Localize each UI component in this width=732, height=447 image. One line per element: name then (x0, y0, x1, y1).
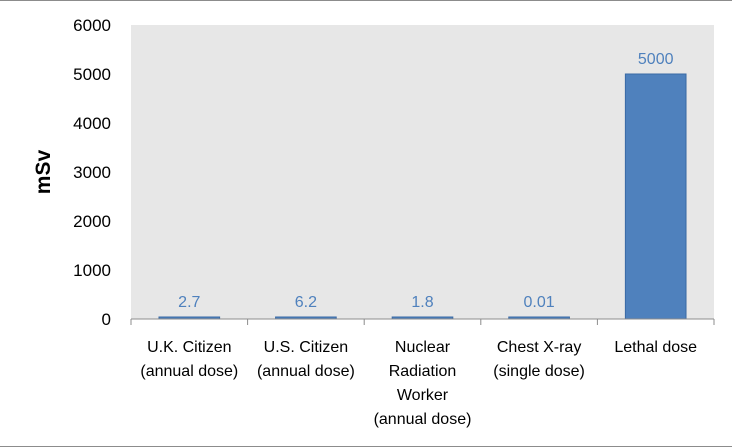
x-category-label: U.K. Citizen (147, 339, 231, 356)
bar (624, 73, 687, 320)
x-category-label: (annual dose) (374, 411, 472, 428)
x-category-label: (single dose) (493, 363, 585, 380)
x-category-label: (annual dose) (257, 363, 355, 380)
y-axis-title: mSv (32, 150, 55, 195)
top-border (0, 0, 732, 1)
x-category-label: Radiation (389, 363, 457, 380)
y-tick-label: 5000 (73, 65, 111, 84)
plot-area (131, 25, 714, 319)
x-category-label: Worker (397, 387, 449, 404)
x-category-label: U.S. Citizen (264, 339, 348, 356)
x-category-label: (annual dose) (140, 363, 238, 380)
data-label: 0.01 (524, 294, 555, 311)
y-tick-label: 3000 (73, 163, 111, 182)
data-label: 2.7 (178, 294, 200, 311)
data-label: 6.2 (295, 294, 317, 311)
bars: 2.7 6.2 1.8 0.01 5000 (158, 51, 687, 320)
x-axis-ticks (130, 319, 715, 325)
y-axis-ticks: 0 1000 2000 3000 4000 5000 6000 (73, 16, 111, 329)
y-tick-label: 2000 (73, 212, 111, 231)
x-category-label: Lethal dose (614, 339, 697, 356)
y-tick-label: 0 (102, 310, 111, 329)
x-category-label: Nuclear (395, 339, 451, 356)
x-category-label: Chest X-ray (497, 339, 581, 356)
y-tick-label: 4000 (73, 114, 111, 133)
data-label: 1.8 (411, 294, 433, 311)
x-axis-labels: U.K. Citizen (annual dose) U.S. Citizen (an… (140, 339, 697, 428)
y-tick-label: 1000 (73, 261, 111, 280)
data-label: 5000 (638, 51, 674, 68)
y-tick-label: 6000 (73, 16, 111, 35)
